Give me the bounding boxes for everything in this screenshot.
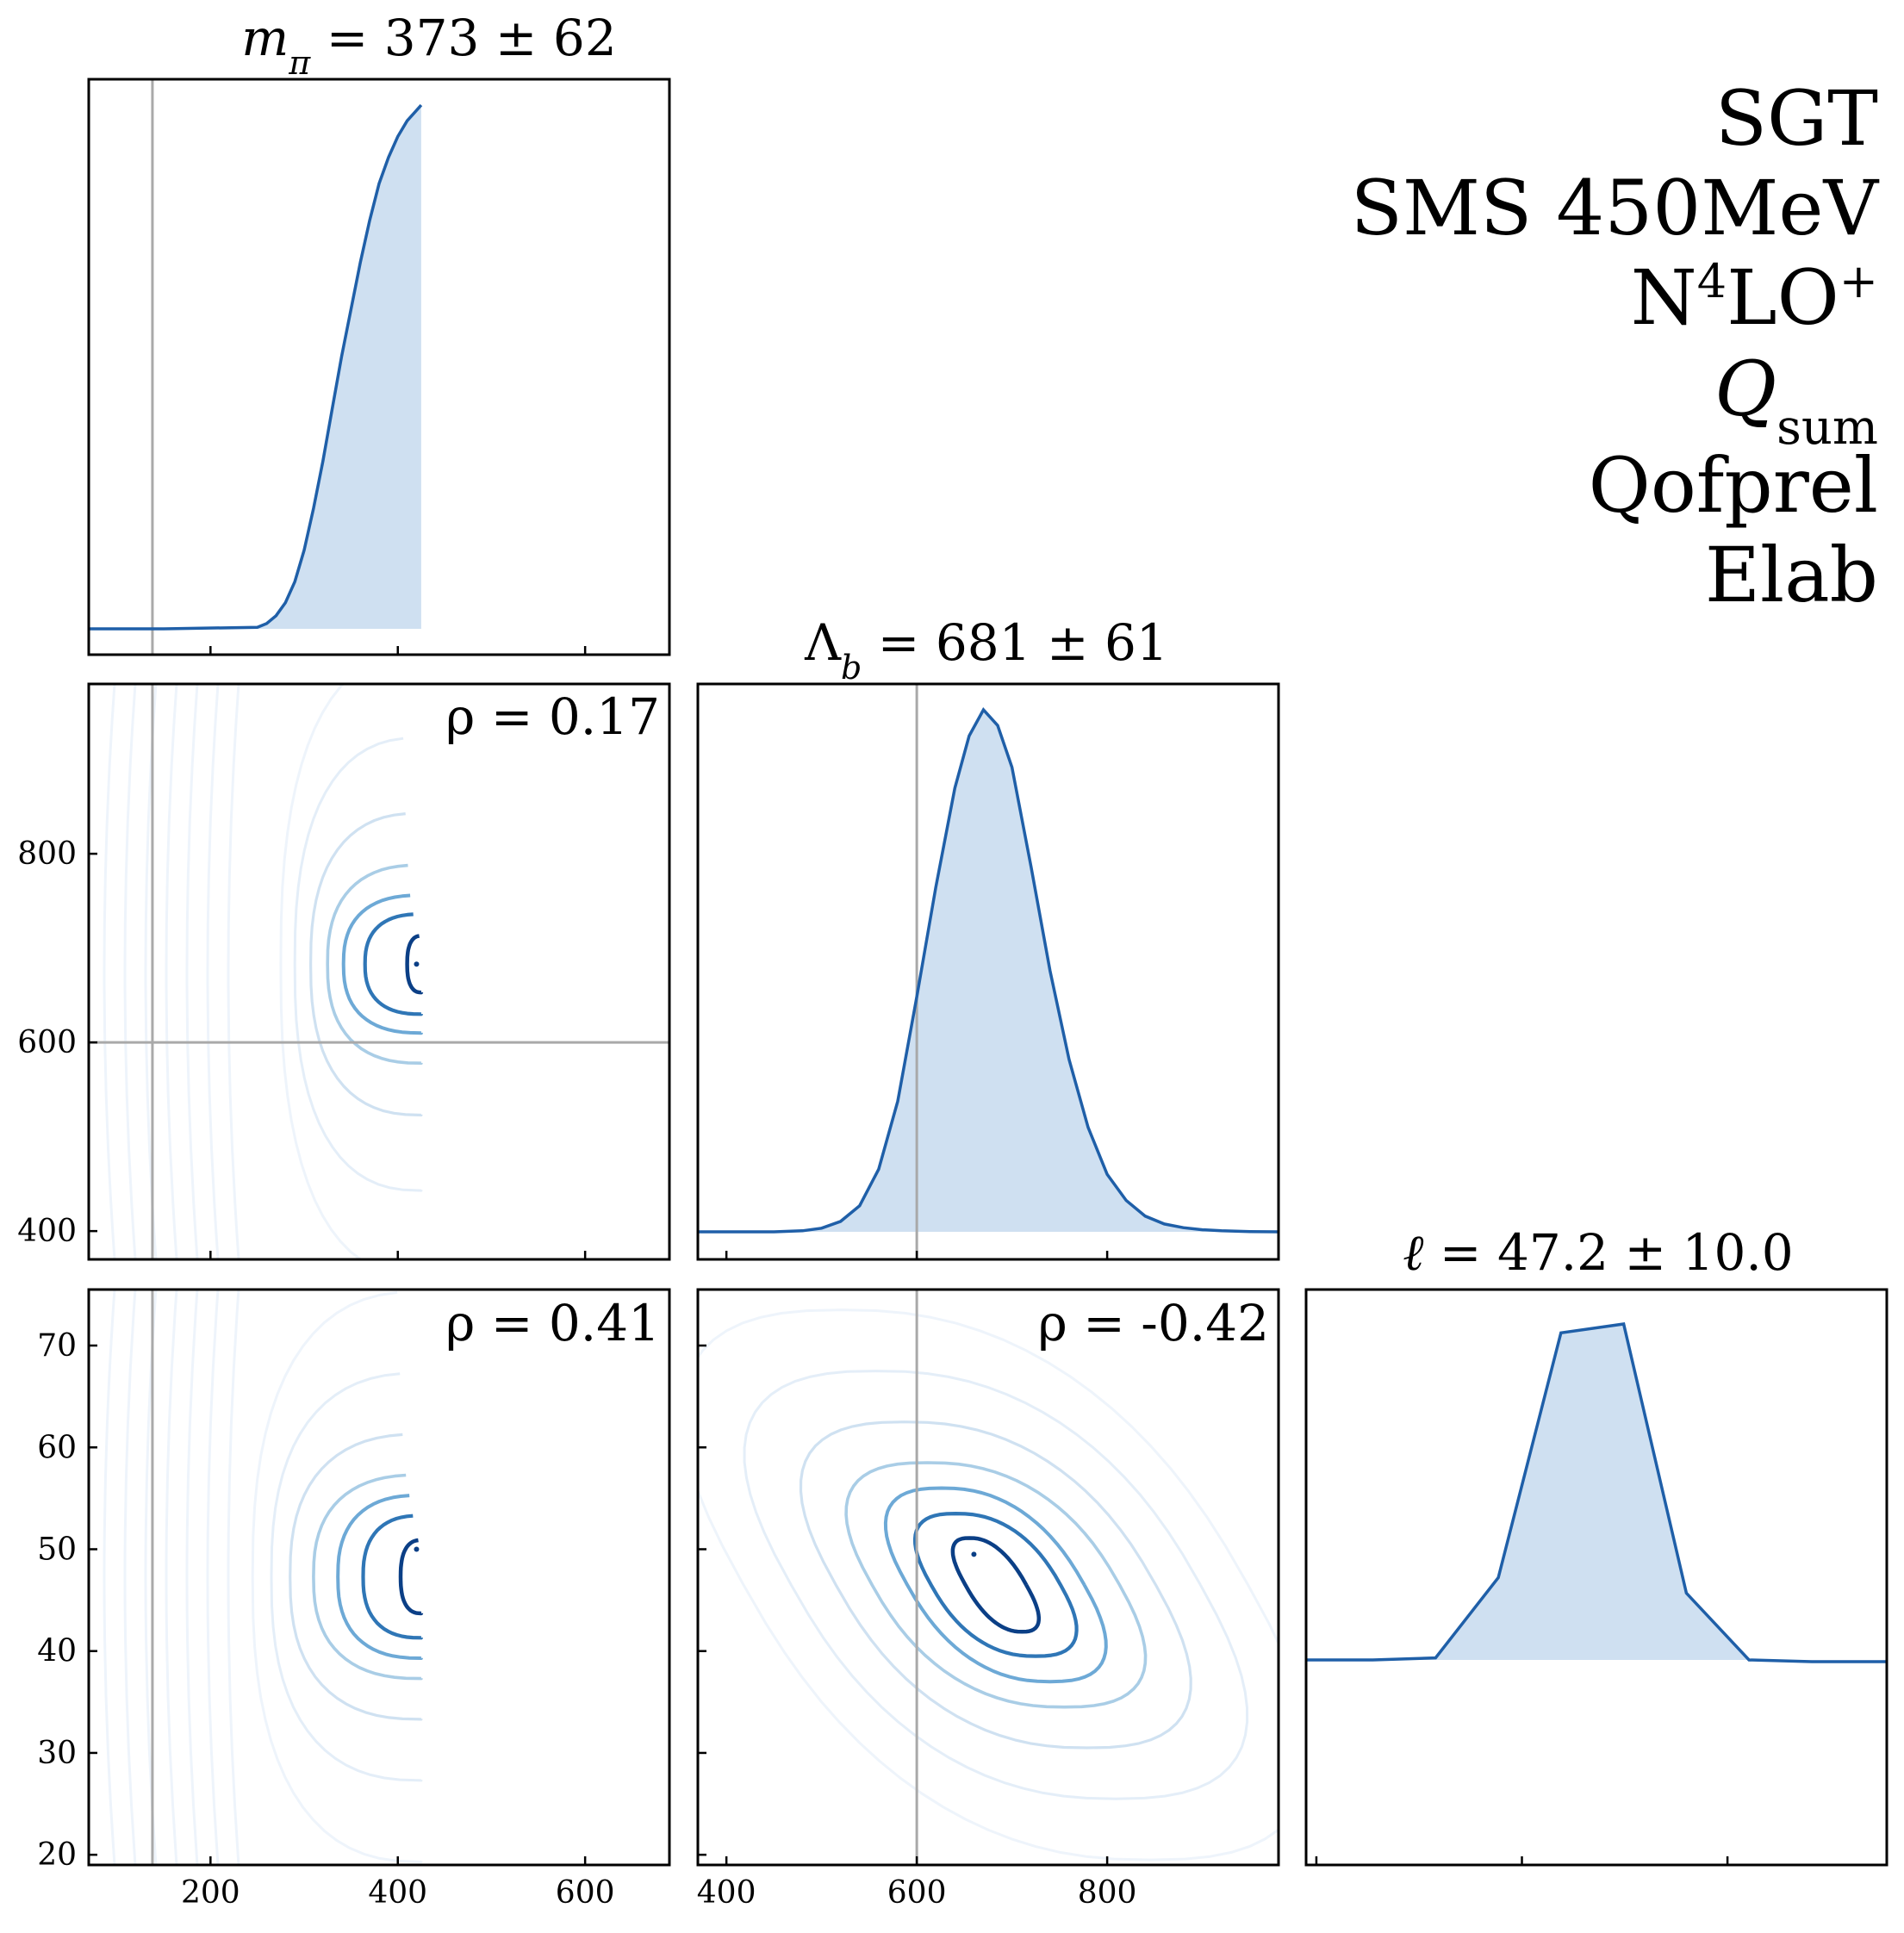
info-qsum: Qsum xyxy=(1714,345,1878,456)
contour-level xyxy=(336,1494,423,1660)
contour-level xyxy=(361,1513,423,1640)
y-tick-label: 50 xyxy=(37,1532,77,1567)
y-tick-label: 400 xyxy=(17,1214,77,1249)
contour-level xyxy=(103,684,116,1259)
info-order: N4LO+ xyxy=(1631,253,1878,342)
contour-level xyxy=(165,1290,178,1865)
lambdab-hist-line xyxy=(698,707,1279,1234)
x-tick-label: 600 xyxy=(556,1875,615,1911)
contour-level xyxy=(251,1290,423,1863)
ell-ticks xyxy=(1315,1856,1729,1865)
x-tick-label: 400 xyxy=(368,1875,427,1911)
lambdab-ell-panel: 400 600 800 ρ = -0.42 xyxy=(696,1288,1280,1911)
lambdab-frame xyxy=(696,682,1280,1261)
contour-level xyxy=(844,1461,1148,1709)
mpi-ell-frame xyxy=(87,1288,671,1867)
lambdab-ell-frame xyxy=(696,1288,1280,1867)
contour-level xyxy=(123,684,137,1259)
contour-level xyxy=(185,1290,199,1865)
contour-level xyxy=(293,737,423,1192)
mpi-lambdab-frame xyxy=(87,682,671,1261)
ell-hist-line xyxy=(1306,1322,1887,1663)
mpi-title: mπ = 373 ± 62 xyxy=(241,9,616,82)
lambdab-ell-contours xyxy=(698,1308,1279,1862)
info-qofprel: Qofprel xyxy=(1589,441,1878,530)
contour-level xyxy=(279,684,363,1259)
contour-level xyxy=(312,1473,423,1681)
mpi-marginal-panel xyxy=(87,78,671,656)
lambdab-marginal-panel xyxy=(696,682,1280,1261)
x-tick-label: 200 xyxy=(181,1875,240,1911)
contour-level xyxy=(227,1290,240,1865)
mpi-ell-ticks: 200 400 600 20 30 40 50 60 70 xyxy=(37,1328,614,1911)
x-tick-label: 400 xyxy=(697,1875,756,1911)
y-tick-label: 30 xyxy=(37,1736,77,1771)
contour-level xyxy=(341,893,423,1035)
rho-label: ρ = 0.41 xyxy=(445,1294,660,1352)
contour-level xyxy=(405,934,424,995)
y-tick-label: 60 xyxy=(37,1430,77,1465)
contour-level xyxy=(206,684,220,1259)
contour-level xyxy=(363,912,423,1016)
mode-dot xyxy=(414,1546,420,1552)
lambdab-hist-fill xyxy=(698,710,1279,1232)
mpi-lambdab-panel: 400 600 800 ρ = 0.17 xyxy=(17,682,671,1261)
mpi-lambdab-ticks: 400 600 800 xyxy=(17,836,587,1259)
contour-level xyxy=(912,1512,1079,1658)
contour-level xyxy=(185,684,199,1259)
contour-level xyxy=(144,1290,158,1865)
rho-label: ρ = -0.42 xyxy=(1038,1294,1269,1352)
ell-frame xyxy=(1304,1288,1888,1867)
ell-marginal-panel xyxy=(1304,1288,1888,1867)
info-block: SGT SMS 450MeV N4LO+ Qsum Qofprel Elab xyxy=(1351,74,1880,619)
contour-level xyxy=(326,863,423,1065)
x-tick-label: 800 xyxy=(1078,1875,1137,1911)
contour-level xyxy=(123,1290,137,1865)
mode-dot xyxy=(414,961,420,967)
contour-level xyxy=(206,1290,220,1865)
y-tick-label: 70 xyxy=(37,1328,77,1364)
contour-level xyxy=(289,1433,423,1721)
contour-level xyxy=(165,684,178,1259)
info-sgt: SGT xyxy=(1715,74,1878,163)
contour-level xyxy=(950,1536,1042,1634)
contour-level xyxy=(398,1538,424,1616)
mpi-ell-contours xyxy=(103,1290,424,1865)
lambdab-ell-ticks: 400 600 800 xyxy=(697,1344,1137,1911)
mpi-frame xyxy=(87,78,671,656)
mpi-ticks xyxy=(209,646,587,655)
mode-dot xyxy=(971,1551,977,1557)
contour-level xyxy=(103,1290,116,1865)
mpi-hist-fill xyxy=(257,105,421,629)
contour-level xyxy=(743,1370,1249,1800)
ell-title: ℓ = 47.2 ± 10.0 xyxy=(1403,1223,1793,1282)
info-sms: SMS 450MeV xyxy=(1351,164,1880,252)
lambdab-ticks xyxy=(725,1251,1109,1259)
y-tick-label: 800 xyxy=(17,836,77,872)
y-tick-label: 20 xyxy=(37,1837,77,1873)
contour-level xyxy=(227,684,240,1259)
x-tick-label: 600 xyxy=(887,1875,947,1911)
info-elab: Elab xyxy=(1705,531,1878,619)
contour-level xyxy=(883,1486,1108,1684)
ell-hist-fill xyxy=(1372,1324,1812,1660)
mpi-ell-panel: 200 400 600 20 30 40 50 60 70 ρ = 0.41 xyxy=(37,1288,671,1911)
mpi-lambdab-contours xyxy=(103,684,424,1259)
rho-label: ρ = 0.17 xyxy=(445,687,660,746)
contour-level xyxy=(309,812,423,1117)
y-tick-label: 600 xyxy=(17,1025,77,1060)
mpi-hist-line xyxy=(89,103,423,631)
lambdab-title: Λb = 681 ± 61 xyxy=(804,613,1168,687)
contour-level xyxy=(270,1372,423,1782)
contour-level xyxy=(144,684,158,1259)
y-tick-label: 40 xyxy=(37,1634,77,1669)
contour-level xyxy=(799,1420,1192,1750)
